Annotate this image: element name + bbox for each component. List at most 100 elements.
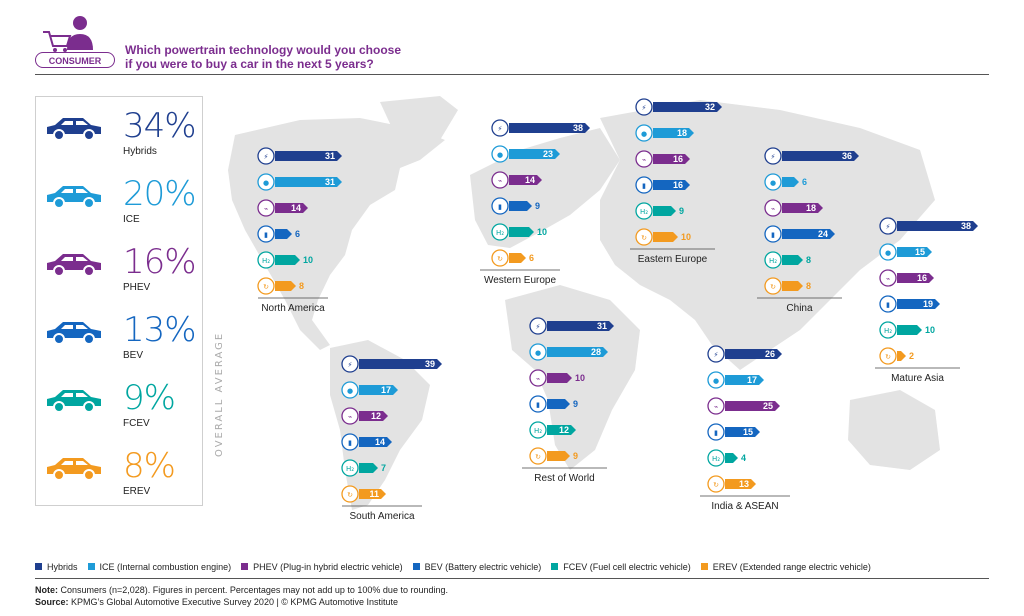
legend-item-bev: BEV (Battery electric vehicle) bbox=[412, 562, 542, 572]
legend-label: EREV (Extended range electric vehicle) bbox=[712, 562, 871, 572]
note-label: Note: bbox=[35, 585, 58, 595]
bar-erev bbox=[359, 489, 386, 499]
bar-bev bbox=[509, 201, 532, 211]
overall-average-percent: 34% bbox=[123, 106, 197, 146]
value-label-bev: 16 bbox=[673, 180, 683, 190]
value-label-ice: 18 bbox=[677, 128, 687, 138]
range-extender-icon-glyph: ↻ bbox=[535, 453, 541, 461]
region-label: Western Europe bbox=[484, 275, 557, 286]
hybrid-icon bbox=[635, 98, 653, 116]
bar-hybrids bbox=[653, 102, 722, 112]
bar-bev bbox=[653, 180, 690, 190]
range-extender-icon bbox=[635, 228, 653, 246]
hydrogen-icon-glyph: H₂ bbox=[262, 257, 270, 265]
bar-phev bbox=[359, 411, 388, 421]
range-extender-icon bbox=[764, 277, 782, 295]
range-extender-icon-glyph: ↻ bbox=[263, 283, 269, 291]
hydrogen-icon-glyph: H₂ bbox=[884, 327, 892, 335]
range-extender-icon bbox=[707, 475, 725, 493]
world-map-chart: ⚡ 31 ● 31 ⌁ 14 ▮ 6 H₂ 10 ↻ 8 North America ⚡ 39 ● 17 ⌁ 12 ▮… bbox=[228, 96, 978, 522]
bar-fcev bbox=[725, 453, 738, 463]
battery-icon bbox=[491, 197, 509, 215]
bar-fcev bbox=[653, 206, 676, 216]
fuel-drop-icon bbox=[257, 173, 275, 191]
plug-in-icon-glyph: ⌁ bbox=[498, 177, 502, 185]
legend-swatch bbox=[551, 563, 559, 570]
plug-in-icon bbox=[879, 269, 897, 287]
value-label-ice: 31 bbox=[325, 177, 335, 187]
region-south-america: ⚡ 39 ● 17 ⌁ 12 ▮ 14 H₂ 7 ↻ 11 South America bbox=[341, 355, 442, 522]
value-label-fcev: 7 bbox=[381, 463, 386, 473]
erev-car-icon bbox=[47, 458, 101, 481]
battery-icon-glyph: ▮ bbox=[714, 429, 718, 437]
note-line: Note: Consumers (n=2,028). Figures in pe… bbox=[35, 584, 448, 596]
legend-label: BEV (Battery electric vehicle) bbox=[424, 562, 542, 572]
value-label-fcev: 8 bbox=[806, 255, 811, 265]
battery-icon bbox=[764, 225, 782, 243]
plug-in-icon-glyph: ⌁ bbox=[264, 205, 268, 213]
hybrid-icon bbox=[707, 345, 725, 363]
legend-label: Hybrids bbox=[47, 562, 78, 572]
value-label-phev: 25 bbox=[763, 401, 773, 411]
legend-label: ICE (Internal combustion engine) bbox=[99, 562, 232, 572]
hybrid-icon-glyph: ⚡ bbox=[498, 125, 503, 133]
region-groups: ⚡ 31 ● 31 ⌁ 14 ▮ 6 H₂ 10 ↻ 8 North America ⚡ 39 ● 17 ⌁ 12 ▮… bbox=[257, 98, 978, 522]
bar-fcev bbox=[359, 463, 378, 473]
overall-average-label-text: BEV bbox=[123, 350, 144, 361]
bar-phev bbox=[509, 175, 542, 185]
value-label-ice: 28 bbox=[591, 347, 601, 357]
plug-in-icon-glyph: ⌁ bbox=[348, 413, 352, 421]
legend-item-erev: EREV (Extended range electric vehicle) bbox=[700, 562, 871, 572]
value-label-bev: 14 bbox=[375, 437, 385, 447]
value-label-erev: 11 bbox=[369, 489, 379, 499]
region-north-america: ⚡ 31 ● 31 ⌁ 14 ▮ 6 H₂ 10 ↻ 8 North America bbox=[257, 147, 342, 314]
bar-ice bbox=[275, 177, 342, 187]
hybrid-icon-glyph: ⚡ bbox=[886, 223, 891, 231]
bar-hybrids bbox=[897, 221, 978, 231]
hydrogen-icon bbox=[257, 251, 275, 269]
title-line-2: if you were to buy a car in the next 5 y… bbox=[125, 57, 374, 71]
range-extender-icon-glyph: ↻ bbox=[885, 353, 891, 361]
value-label-fcev: 12 bbox=[559, 425, 569, 435]
overall-average-percent: 13% bbox=[123, 310, 197, 350]
range-extender-icon-glyph: ↻ bbox=[347, 491, 353, 499]
bar-ice bbox=[547, 347, 608, 357]
hybrid-icon-glyph: ⚡ bbox=[714, 351, 719, 359]
bar-ice bbox=[725, 375, 764, 385]
overall-average-item-erev: 8% EREV bbox=[43, 448, 193, 508]
value-label-hybrids: 32 bbox=[705, 102, 715, 112]
value-label-ice: 17 bbox=[381, 385, 391, 395]
greenland-shape bbox=[380, 96, 458, 150]
bar-erev bbox=[509, 253, 526, 263]
bar-bev bbox=[782, 229, 835, 239]
value-label-hybrids: 31 bbox=[325, 151, 335, 161]
fuel-drop-icon bbox=[491, 145, 509, 163]
bar-erev bbox=[653, 232, 678, 242]
value-label-hybrids: 26 bbox=[765, 349, 775, 359]
bar-hybrids bbox=[275, 151, 342, 161]
value-label-bev: 6 bbox=[295, 229, 300, 239]
region-label: China bbox=[786, 303, 813, 314]
footnote: Note: Consumers (n=2,028). Figures in pe… bbox=[35, 584, 448, 608]
battery-icon-glyph: ▮ bbox=[498, 203, 502, 211]
hybrid-icon-glyph: ⚡ bbox=[348, 361, 353, 369]
bar-ice bbox=[653, 128, 694, 138]
bar-ice bbox=[897, 247, 932, 257]
hybrid-icon bbox=[341, 355, 359, 373]
hybrid-icon bbox=[764, 147, 782, 165]
bar-fcev bbox=[782, 255, 803, 265]
value-label-erev: 10 bbox=[681, 232, 691, 242]
top-divider bbox=[35, 74, 989, 75]
overall-average-percent: 16% bbox=[123, 242, 197, 282]
overall-average-label-text: FCEV bbox=[123, 418, 150, 429]
hydrogen-icon-glyph: H₂ bbox=[534, 427, 542, 435]
legend-swatch bbox=[35, 563, 42, 570]
value-label-erev: 8 bbox=[299, 281, 304, 291]
value-label-phev: 14 bbox=[291, 203, 301, 213]
fuel-drop-icon bbox=[879, 243, 897, 261]
value-label-phev: 12 bbox=[371, 411, 381, 421]
value-label-phev: 16 bbox=[917, 273, 927, 283]
overall-average-label-text: EREV bbox=[123, 486, 151, 497]
bar-fcev bbox=[509, 227, 534, 237]
plug-in-icon-glyph: ⌁ bbox=[771, 205, 775, 213]
